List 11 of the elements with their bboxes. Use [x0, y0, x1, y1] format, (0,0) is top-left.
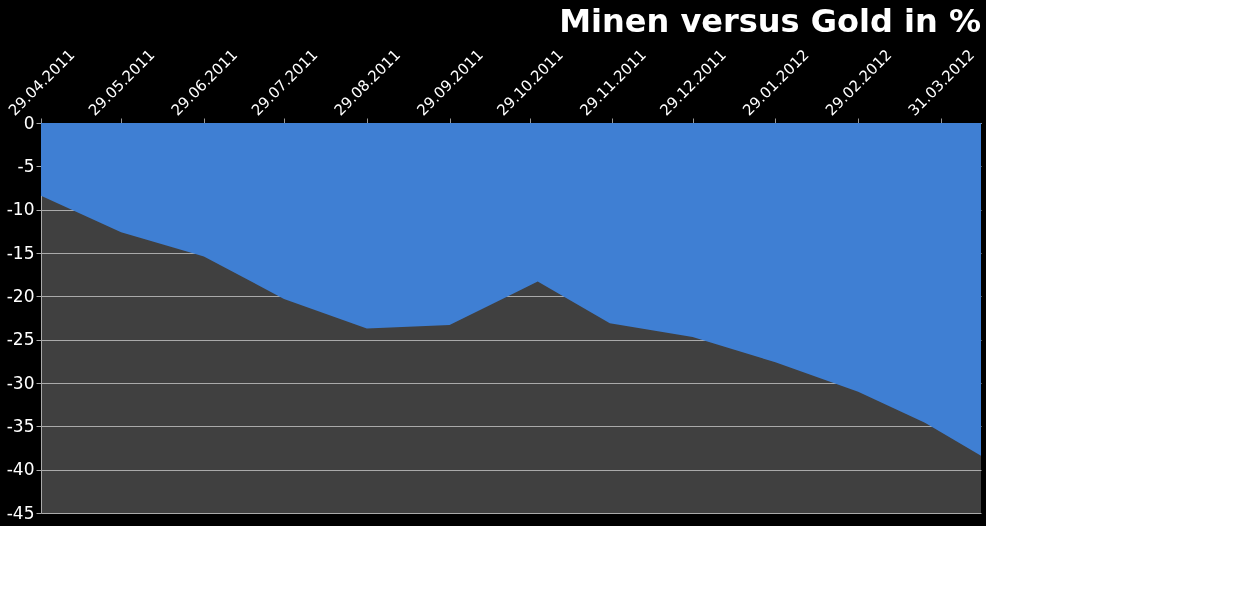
- y-tick-label: 0: [23, 112, 35, 133]
- y-tick-label: -5: [17, 155, 35, 176]
- y-tick-label: -15: [6, 242, 35, 263]
- y-tick-label: -45: [6, 502, 35, 523]
- y-tick-label: -25: [6, 329, 35, 350]
- y-tick-label: -30: [6, 372, 35, 393]
- y-tick-label: -35: [6, 415, 35, 436]
- y-tick-label: -20: [6, 285, 35, 306]
- y-tick-label: -10: [6, 199, 35, 220]
- chart-title: Minen versus Gold in %: [559, 1, 981, 40]
- y-tick-label: -40: [6, 459, 35, 480]
